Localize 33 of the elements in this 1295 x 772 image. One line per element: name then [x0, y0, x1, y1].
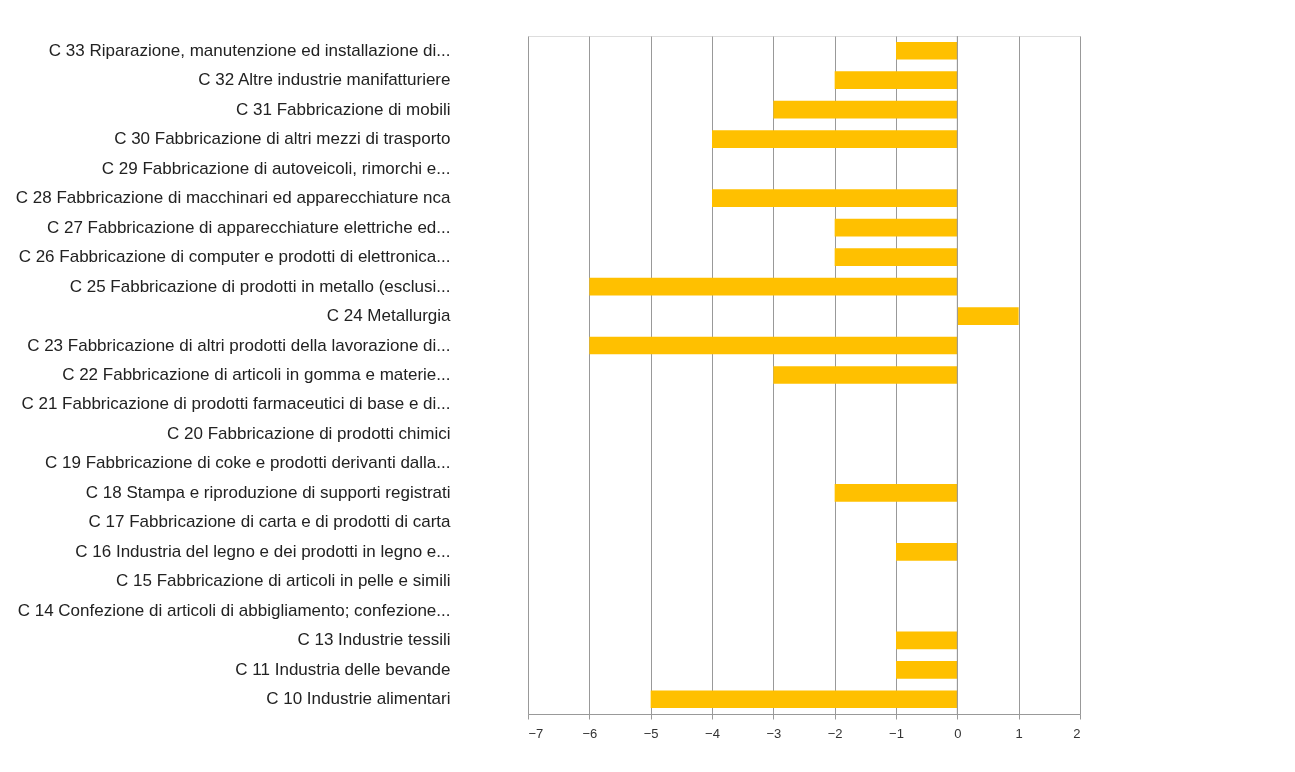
x-tick-label: 2 [1073, 725, 1081, 741]
y-tick-label: C 10 Industrie alimentari [266, 689, 451, 709]
y-tick-label: C 28 Fabbricazione di macchinari ed apparecchiature nca [15, 188, 452, 208]
x-tick-label: −6 [582, 725, 598, 741]
y-tick-label: C 24 Metallurgia [326, 306, 452, 326]
x-tick-label: −5 [643, 725, 659, 741]
y-tick-label: C 33 Riparazione, manutenzione ed installazione di... [48, 40, 451, 60]
y-tick-label: C 32 Altre industrie manifatturiere [198, 70, 451, 90]
x-tick-label: 1 [1015, 725, 1023, 741]
y-tick-label: C 27 Fabbricazione di apparecchiature elettriche ed... [46, 217, 451, 237]
y-tick-label: C 30 Fabbricazione di altri mezzi di trasporto [114, 129, 451, 149]
y-tick-label: C 29 Fabbricazione di autoveicoli, rimorchi e... [101, 158, 451, 178]
y-tick-label: C 18 Stampa e riproduzione di supporti registrati [85, 482, 451, 502]
y-tick-label: C 16 Industria del legno e dei prodotti in legno e... [75, 541, 451, 561]
x-tick-label: −3 [766, 725, 782, 741]
y-tick-label: C 14 Confezione di articoli di abbigliamento; confezione... [17, 600, 451, 620]
y-tick-label: C 22 Fabbricazione di articoli in gomma e materie... [62, 365, 451, 384]
x-tick-label: 0 [954, 725, 962, 741]
y-tick-label: C 19 Fabbricazione di coke e prodotti derivanti dalla... [45, 453, 451, 473]
y-tick-label: C 13 Industrie tessili [297, 630, 451, 650]
y-tick-label: C 11 Industria delle bevande [235, 659, 451, 679]
y-tick-label: C 20 Fabbricazione di prodotti chimici [167, 423, 451, 443]
y-tick-label: C 15 Fabbricazione di articoli in pelle e simili [116, 571, 451, 591]
y-tick-label: C 25 Fabbricazione di prodotti in metallo (esclusi... [69, 276, 451, 296]
y-tick-label: C 31 Fabbricazione di mobili [236, 99, 451, 119]
y-tick-label: C 17 Fabbricazione di carta e di prodotti di carta [88, 512, 452, 532]
x-tick-label: −1 [889, 725, 904, 741]
y-tick-label: C 21 Fabbricazione di prodotti farmaceutici di base e di... [21, 394, 451, 414]
y-tick-label: C 23 Fabbricazione di altri prodotti della lavorazione di... [27, 335, 451, 355]
x-tick-label: −2 [827, 725, 843, 741]
y-tick-label: C 26 Fabbricazione di computer e prodotti di elettronica... [18, 247, 451, 267]
x-tick-label: −7 [528, 725, 544, 741]
x-tick-label: −4 [705, 725, 720, 741]
